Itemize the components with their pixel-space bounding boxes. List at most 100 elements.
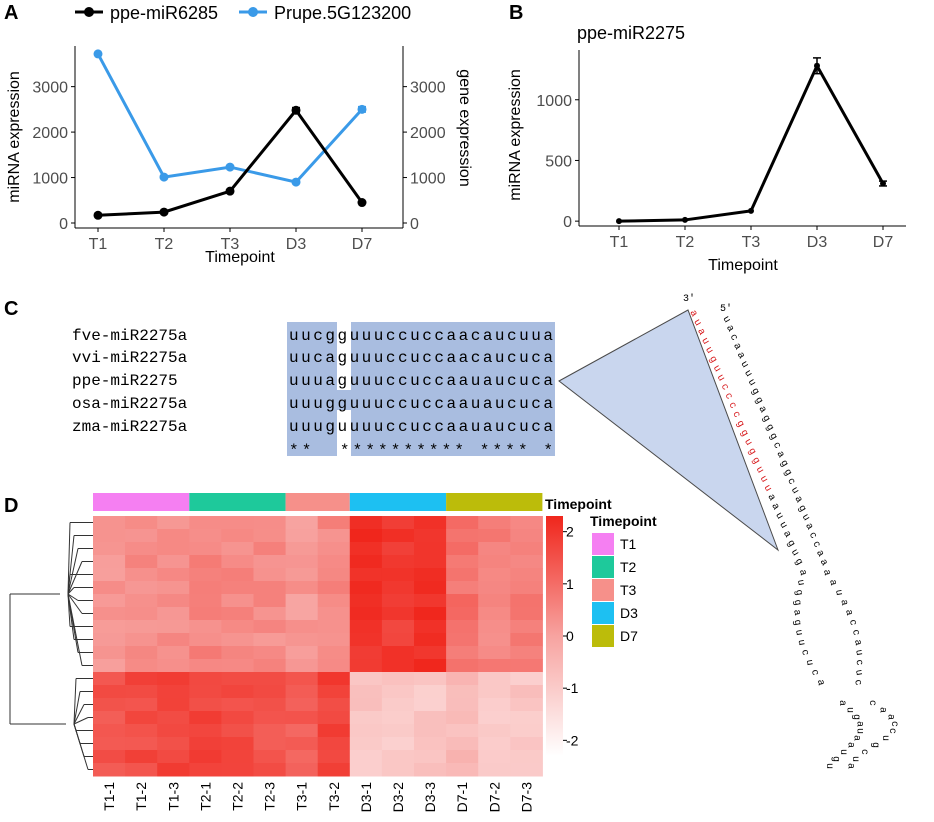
heatmap-cell [189, 659, 222, 673]
hairpin-base-5p: u [832, 589, 844, 597]
heatmap-cell [414, 555, 447, 569]
heatmap-cell [285, 659, 319, 673]
dendrogram-branch [67, 522, 71, 595]
hairpin-base-3p: g [829, 756, 840, 762]
hairpin-base-5p: a [842, 609, 854, 617]
heatmap-cell [93, 750, 126, 764]
hairpin-base-3p: u [792, 629, 804, 637]
hairpin-base-3p: a [765, 493, 778, 504]
heatmap-cell [510, 568, 543, 582]
heatmap-cell [381, 737, 415, 751]
heatmap-cell [349, 542, 383, 556]
hairpin-base-5p: c [849, 629, 861, 637]
hairpin-base-3p: g [745, 447, 758, 458]
column-label: T3-1 [294, 782, 310, 811]
heatmap-cell [414, 659, 447, 673]
heatmap-cell [189, 646, 222, 660]
heatmap-cell [285, 698, 319, 712]
legend-swatch [592, 625, 614, 647]
legend-label-prupe: Prupe.5G123200 [274, 3, 411, 23]
hairpin-base-5p: u [788, 486, 801, 497]
heatmap-cell [349, 581, 383, 595]
heatmap-column-labels: T1-1 T1-2 T1-3 T2-1 T2-2 T2-3 T3-1 T3-2 D3-1 D3-2… [101, 782, 534, 813]
dendrogram-branch [67, 593, 83, 614]
heatmap-cell [221, 594, 254, 608]
heatmap-cell [478, 672, 511, 686]
legend-swatch [592, 579, 614, 601]
hairpin-base-5p: g [869, 742, 880, 748]
heatmap-cell [189, 750, 222, 764]
hairpin-base-3p: c [722, 391, 735, 402]
heatmap-cell [125, 607, 158, 621]
hairpin-base-5p: c [727, 333, 740, 344]
heatmap-cell [510, 750, 543, 764]
b-x-axis-title: Timepoint [708, 257, 778, 274]
heatmap-cell [253, 685, 287, 699]
column-label: T2-3 [262, 782, 278, 811]
dendrogram-branch [67, 574, 71, 595]
heatmap-cell [414, 529, 447, 543]
hairpin-base-3p: u [823, 763, 834, 769]
panel-b-chart: ppe-miR2275 0 500 1000 T1 T2 T3 D3 D7 Timepoint… [507, 23, 906, 274]
heatmap-cell [414, 685, 447, 699]
heatmap-cell [157, 659, 190, 673]
heatmap-cell [125, 659, 158, 673]
heatmap-cell [93, 763, 126, 777]
column-label: T1-2 [133, 782, 149, 811]
heatmap-cell [221, 698, 254, 712]
heatmap-cell [221, 685, 254, 699]
legend-dot-prupe [248, 7, 258, 17]
heatmap-cell [478, 763, 511, 777]
heatmap-cell [285, 555, 319, 569]
heatmap-cell [93, 685, 126, 699]
heatmap-cell [221, 646, 254, 660]
scale-tick-label: -2 [566, 732, 579, 748]
heatmap-cell [125, 516, 158, 530]
heatmap-cell [381, 568, 415, 582]
dendrogram-branch [67, 561, 83, 595]
hairpin-base-5p: c [888, 721, 899, 727]
heatmap-cell [478, 581, 511, 595]
alignment-name: ppe-miR2275 [72, 372, 178, 390]
heatmap-cell [381, 581, 415, 595]
b-data-point [682, 216, 688, 223]
heatmap-cell [446, 698, 479, 712]
legend-dot-ppe-mir6285 [84, 7, 94, 17]
heatmap-cell [285, 672, 319, 686]
heatmap-cell [414, 763, 447, 777]
heatmap-cell [510, 763, 543, 777]
hairpin-base-3p: u [714, 373, 727, 384]
b-data-point [748, 207, 754, 214]
heatmap-cell [253, 581, 287, 595]
heatmap-cell [93, 542, 126, 556]
heatmap-cell [317, 672, 351, 686]
heatmap-cell [446, 542, 479, 556]
heatmap-cell [221, 581, 254, 595]
heatmap-cell [285, 724, 319, 738]
panel-a-chart: ppe-miR6285 Prupe.5G123200 0 0 1000 1000 200… [6, 3, 473, 266]
heatmap-cell [349, 594, 383, 608]
heatmap-cell [317, 620, 351, 634]
heatmap-cell [446, 685, 479, 699]
heatmap-cell [510, 555, 543, 569]
hairpin-base-3p: g [733, 419, 746, 430]
heatmap-cell [253, 555, 287, 569]
heatmap-cell [349, 555, 383, 569]
heatmap-cell [125, 594, 158, 608]
heatmap-cell [157, 737, 190, 751]
heatmap-cell [446, 672, 479, 686]
heatmap-cell [381, 711, 415, 725]
heatmap-cell [93, 568, 126, 582]
heatmap-cell [510, 594, 543, 608]
hairpin-base-3p: g [737, 428, 750, 439]
heatmap-cell [446, 568, 479, 582]
heatmap-cell [414, 711, 447, 725]
hairpin-base-3p: c [729, 410, 742, 421]
a-x-tick-label: T2 [155, 236, 174, 253]
heatmap-cell [189, 737, 222, 751]
hairpin-base-3p: a [790, 609, 802, 617]
heatmap-cell [317, 698, 351, 712]
heatmap-cell [285, 594, 319, 608]
heatmap-cell [189, 633, 222, 647]
heatmap-cell [317, 633, 351, 647]
